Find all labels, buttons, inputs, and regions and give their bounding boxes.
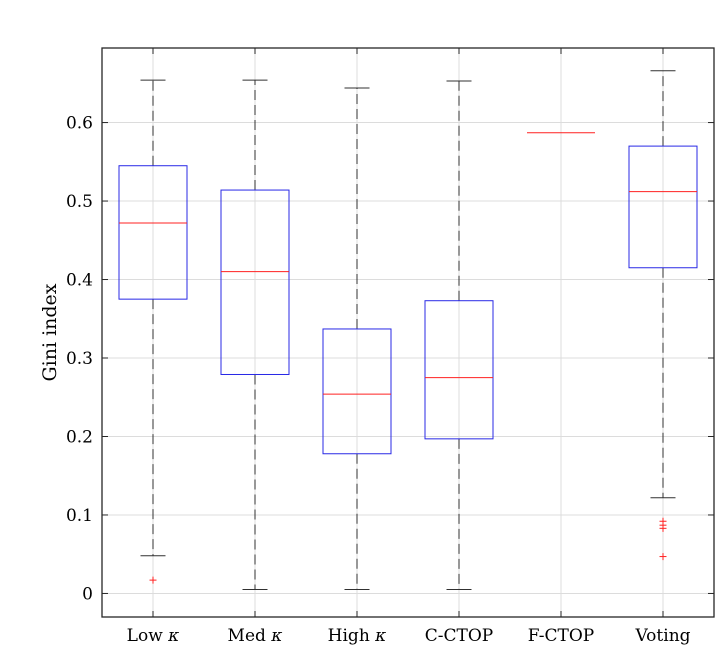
- box-iqr: [322, 328, 392, 455]
- box-plot-5: [628, 70, 698, 561]
- box-iqr: [628, 145, 698, 269]
- box-plots: [118, 70, 698, 591]
- x-tick-label: F-CTOP: [528, 626, 595, 646]
- x-tick-label: Low κ: [127, 626, 180, 646]
- y-tick-label: 0.6: [66, 114, 93, 134]
- y-axis-label: Gini index: [39, 283, 61, 381]
- x-tick-label-text: High: [328, 626, 376, 646]
- x-tick-label-symbol: κ: [374, 626, 386, 646]
- box-iqr: [424, 300, 494, 440]
- y-tick-label: 0.5: [66, 192, 93, 212]
- y-tick-label: 0.1: [66, 506, 93, 526]
- plot-area-frame: [101, 47, 715, 618]
- y-tick-label: 0.4: [66, 271, 93, 291]
- y-tick-label: 0.3: [66, 349, 93, 369]
- x-tick-label-text: Med: [228, 626, 272, 646]
- box-plot-0: [118, 79, 188, 584]
- y-axis-ticks: 0 0.1 0.2 0.3 0.4 0.5 0.6: [66, 114, 714, 604]
- x-tick-label: Voting: [634, 626, 690, 646]
- box-plot-3: [424, 80, 494, 591]
- x-tick-label-text: F-CTOP: [528, 626, 595, 646]
- y-tick-label: 0: [82, 584, 93, 604]
- x-tick-label: Med κ: [228, 626, 283, 646]
- box-plot-1: [220, 79, 290, 591]
- y-tick-label: 0.2: [66, 427, 93, 447]
- x-axis-ticks: Low κ Med κ High κ C-CTOP F-CTOP Voting: [127, 48, 691, 646]
- x-tick-label-text: Low: [127, 626, 168, 646]
- x-tick-label-text: C-CTOP: [425, 626, 493, 646]
- x-tick-label-symbol: κ: [167, 626, 179, 646]
- x-tick-label-text: Voting: [634, 626, 690, 646]
- box-plot-2: [322, 87, 392, 591]
- x-tick-label-symbol: κ: [270, 626, 282, 646]
- x-tick-label: C-CTOP: [425, 626, 493, 646]
- box-iqr: [220, 189, 290, 375]
- x-tick-label: High κ: [328, 626, 387, 646]
- box-iqr: [118, 165, 188, 300]
